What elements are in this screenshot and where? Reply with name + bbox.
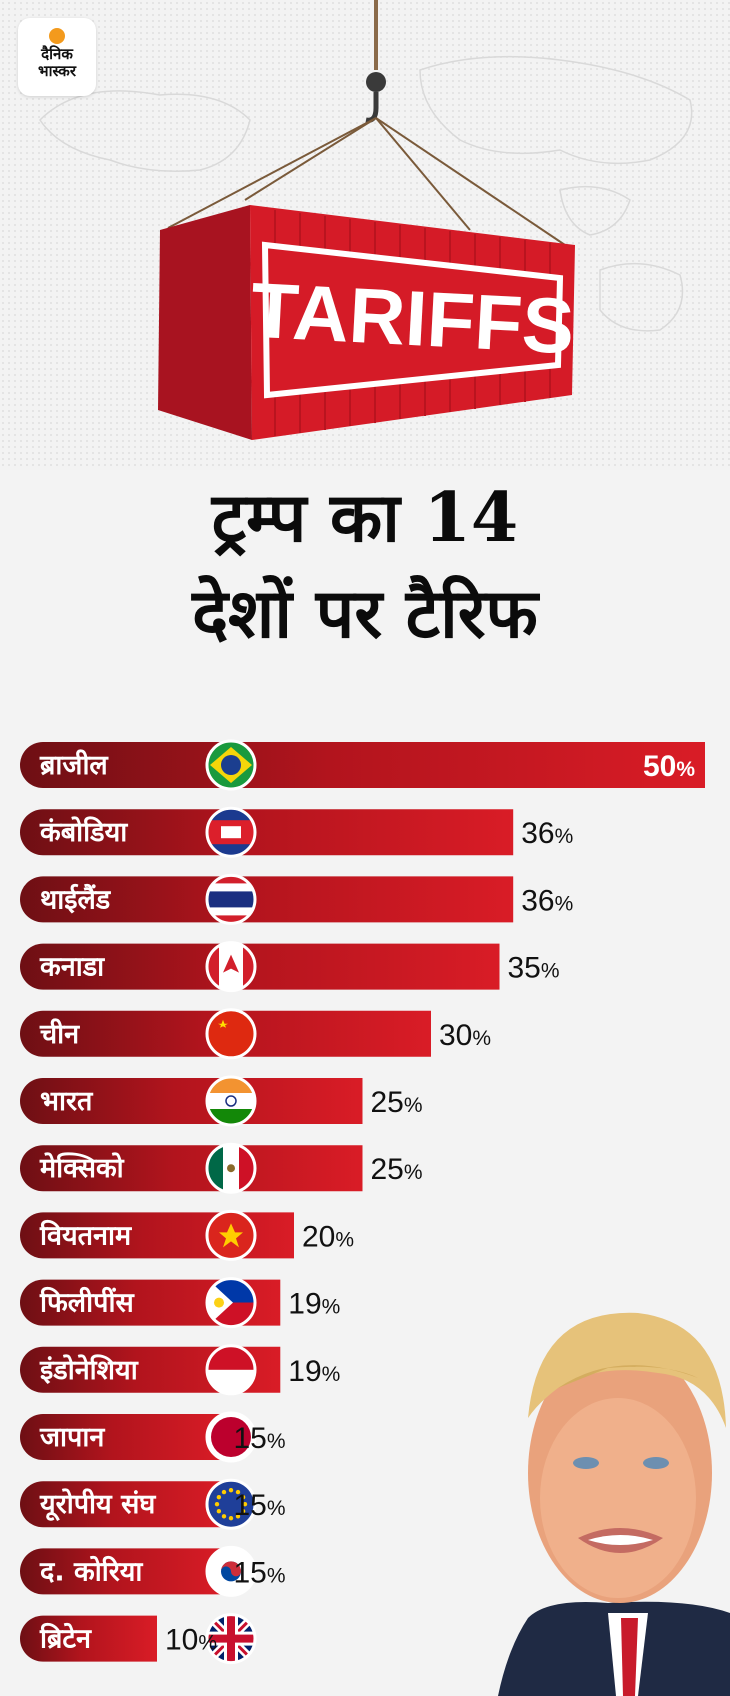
bar-value-label: 25%: [371, 1153, 423, 1186]
bar-label: वियतनाम: [39, 1219, 132, 1251]
flag-ring: [205, 1008, 257, 1060]
bar-label: कंबोडिया: [39, 816, 128, 848]
bar: [20, 742, 705, 788]
container-text: TARIFFS: [249, 266, 577, 371]
bar-row: यूरोपीय संघ 15%: [20, 1478, 286, 1530]
tariffs-container-illustration: TARIFFS: [39, 0, 693, 440]
percent-sign: %: [472, 1027, 491, 1050]
percent-sign: %: [555, 825, 574, 848]
bar-label: जापान: [39, 1422, 105, 1453]
bar: [20, 1078, 363, 1124]
bar-label: ब्रिटेन: [39, 1623, 92, 1655]
dainik-bhaskar-logo: दैनिक भास्कर: [18, 18, 96, 96]
bar-label: यूरोपीय संघ: [39, 1488, 156, 1522]
flag-ring: [205, 941, 257, 993]
bar: [20, 943, 500, 990]
bar-row: मेक्सिको 25%: [20, 1142, 423, 1194]
title-line-2: देशों पर टैरिफ: [192, 574, 538, 654]
bar-row: वियतनाम 20%: [20, 1209, 354, 1261]
donald-trump-photo: [498, 1312, 730, 1696]
sun-icon: [49, 28, 65, 44]
flag-ring: [205, 1411, 257, 1463]
bar-value-label: 15%: [234, 1489, 286, 1522]
bar-row: थाईलैंड 36%: [20, 873, 573, 925]
percent-sign: %: [555, 892, 574, 915]
crane-hook: [365, 92, 379, 123]
bar-row: चीन 30%: [19, 1008, 491, 1060]
bar-value-label: 15%: [234, 1556, 286, 1589]
bar-value-label: 19%: [288, 1288, 340, 1321]
bar-label: थाईलैंड: [40, 883, 112, 915]
percent-sign: %: [404, 1094, 423, 1117]
bar-label: मेक्सिको: [39, 1152, 125, 1184]
percent-sign: %: [404, 1161, 423, 1184]
flag-ring: [205, 739, 257, 791]
bar-label: द. कोरिया: [39, 1555, 143, 1587]
percent-sign: %: [267, 1430, 286, 1453]
percent-sign: %: [322, 1296, 341, 1319]
bar: [20, 876, 514, 923]
bar-row: कनाडा 35%: [20, 941, 560, 993]
percent-sign: %: [198, 1632, 217, 1655]
bar-row: द. कोरिया 15%: [20, 1545, 286, 1597]
bar-value-label: 36%: [521, 884, 573, 917]
flag-ring: [205, 1478, 257, 1530]
flag-ring: [205, 806, 257, 858]
bar-row: फिलीपींस 19%: [20, 1277, 340, 1329]
flag-ring: [205, 1142, 257, 1194]
bar-row: ब्रिटेन 10%: [20, 1613, 257, 1665]
bar-label: चीन: [39, 1018, 80, 1050]
bar: [20, 809, 514, 856]
title-line-1: ट्रम्प का 14: [211, 478, 519, 558]
bar-row: जापान 15%: [20, 1411, 286, 1463]
world-map-outline: [39, 55, 693, 332]
bar: [20, 1548, 226, 1595]
logo-text-line1: दैनिक: [41, 45, 73, 63]
flag-ring: [205, 873, 257, 925]
percent-sign: %: [322, 1363, 341, 1386]
bar-value-label: 36%: [521, 817, 573, 850]
crane-hook-ring: [366, 72, 386, 92]
percent-sign: %: [267, 1564, 286, 1587]
bar-value-label: 35%: [508, 952, 560, 985]
flag-ring: [205, 1209, 257, 1261]
bar-label: फिलीपींस: [39, 1287, 135, 1319]
bar-value-label: 10%: [165, 1624, 217, 1657]
bar-label: इंडोनेशिया: [39, 1354, 139, 1386]
flag-ring: [205, 1075, 257, 1127]
sling-ropes: [167, 117, 566, 246]
percent-sign: %: [676, 758, 695, 781]
bar: [20, 1145, 363, 1192]
flag-ring: [205, 1613, 257, 1665]
bar-label: ब्राजील: [39, 749, 109, 781]
percent-sign: %: [267, 1497, 286, 1520]
shipping-container: [158, 205, 575, 440]
flag-ring: [205, 1545, 257, 1597]
bar-row: इंडोनेशिया 19%: [20, 1344, 340, 1396]
bar-value-label: 25%: [371, 1086, 423, 1119]
bar-row: ब्राजील 50%: [20, 739, 705, 791]
bar: [20, 1481, 226, 1528]
bar-value-label: 19%: [288, 1355, 340, 1388]
bar-value-label: 20%: [302, 1220, 354, 1253]
bar-label: कनाडा: [39, 952, 105, 983]
bar-value-label: 15%: [234, 1422, 286, 1455]
chart-title: ट्रम्प का 14 देशों पर टैरिफ: [0, 470, 730, 662]
bar: [20, 1615, 157, 1662]
bar-value-label: 30%: [439, 1019, 491, 1052]
bar-row: भारत 25%: [20, 1075, 423, 1127]
bar-row: कंबोडिया 36%: [20, 806, 573, 858]
bar: [20, 1414, 226, 1460]
bar-label: भारत: [40, 1086, 94, 1117]
percent-sign: %: [335, 1228, 354, 1251]
flag-ring: [205, 1344, 257, 1396]
flag-ring: [205, 1277, 257, 1329]
percent-sign: %: [541, 960, 560, 983]
logo-text-line2: भास्कर: [38, 62, 76, 80]
